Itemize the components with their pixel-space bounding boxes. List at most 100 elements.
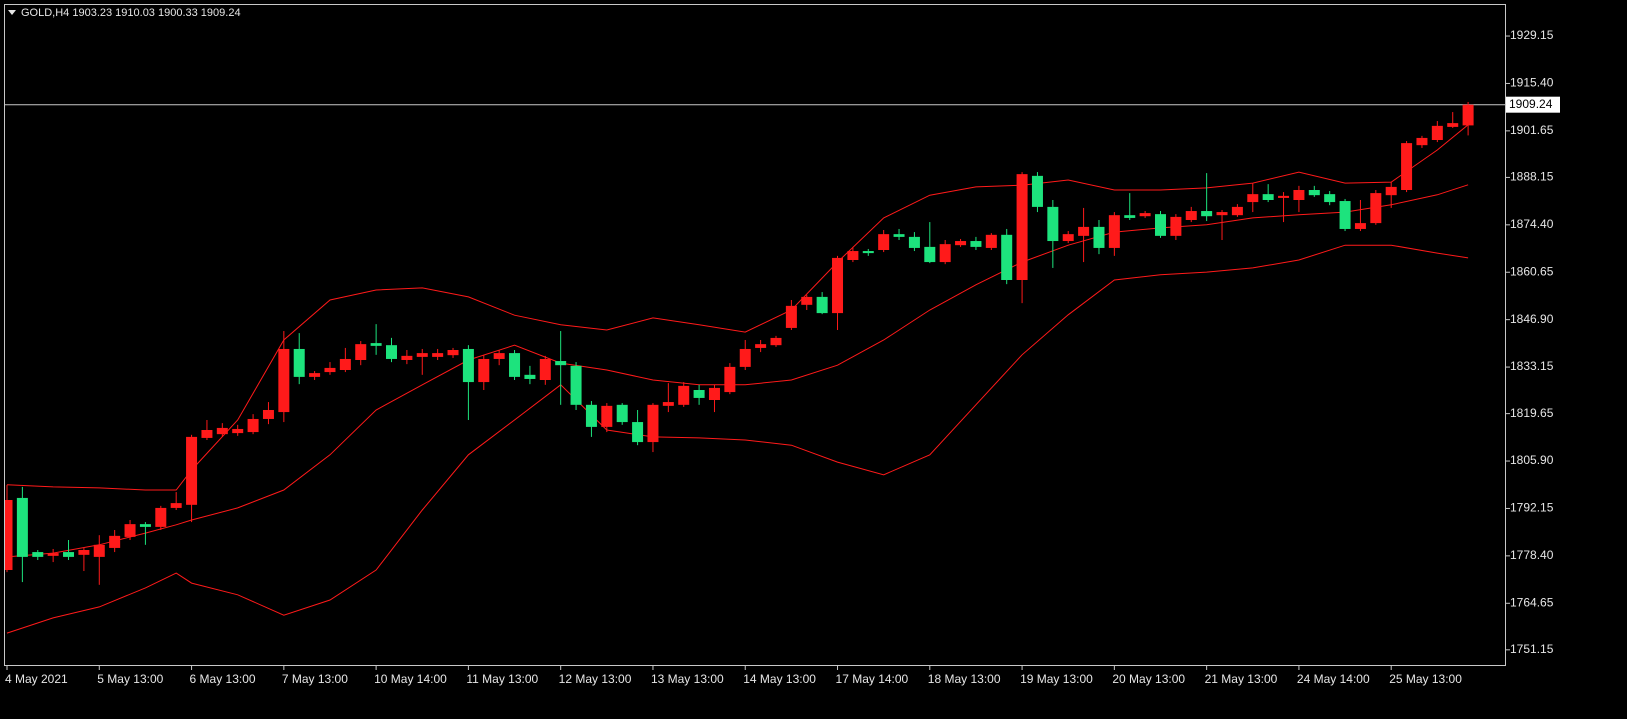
candle-body — [1293, 190, 1305, 200]
y-tick-label: 1874.40 — [1510, 217, 1554, 231]
candle-body — [1339, 201, 1351, 229]
candle-body — [985, 234, 997, 248]
x-tick-label: 12 May 13:00 — [559, 672, 632, 686]
chart-title: GOLD,H4 1903.23 1910.03 1900.33 1909.24 — [21, 7, 241, 19]
candle-body — [678, 385, 690, 405]
x-tick-label: 18 May 13:00 — [928, 672, 1001, 686]
candle-body — [693, 390, 705, 398]
candle-body — [724, 366, 736, 393]
candle-body — [832, 257, 844, 314]
y-tick-label: 1778.40 — [1510, 548, 1554, 562]
x-tick-label: 17 May 14:00 — [836, 672, 909, 686]
y-tick-label: 1901.65 — [1510, 123, 1554, 137]
y-tick-label: 1888.15 — [1510, 170, 1554, 184]
candle-body — [186, 436, 198, 505]
candle-body — [708, 387, 720, 400]
candle-body — [1462, 104, 1474, 126]
x-tick-label: 6 May 13:00 — [190, 672, 256, 686]
y-tick-label: 1846.90 — [1510, 312, 1554, 326]
candle-body — [955, 241, 967, 246]
candle-body — [462, 348, 474, 383]
x-tick-label: 19 May 13:00 — [1020, 672, 1093, 686]
candle-body — [293, 348, 305, 377]
candle-body — [924, 246, 936, 263]
candle-body — [616, 404, 628, 423]
y-tick-label: 1764.65 — [1510, 595, 1554, 609]
last-price-box — [1506, 96, 1560, 113]
y-tick-label: 1792.15 — [1510, 501, 1554, 515]
candle-body — [1016, 174, 1028, 280]
y-tick-label: 1833.15 — [1510, 359, 1554, 373]
candle-body — [647, 404, 659, 443]
candle-body — [1247, 194, 1259, 203]
candle-body — [555, 361, 567, 366]
x-tick-label: 7 May 13:00 — [282, 672, 348, 686]
candle-body — [1170, 216, 1182, 236]
candle-body — [939, 244, 951, 263]
x-tick-label: 13 May 13:00 — [651, 672, 724, 686]
candle-body — [32, 552, 44, 557]
candle-body — [1216, 212, 1228, 216]
candle-body — [278, 348, 290, 413]
x-tick-label: 20 May 13:00 — [1112, 672, 1185, 686]
candle-body — [1401, 143, 1413, 190]
candle-body — [401, 355, 413, 360]
candle-body — [755, 344, 767, 348]
candle-body — [1308, 190, 1320, 196]
candle-body — [124, 524, 136, 537]
candle-body — [816, 296, 828, 314]
candle-body — [1416, 137, 1428, 146]
candle-body — [1139, 213, 1151, 217]
band-line — [6, 124, 1469, 491]
candle-body — [1093, 226, 1105, 248]
x-tick-label: 14 May 13:00 — [743, 672, 816, 686]
y-tick-label: 1929.15 — [1510, 28, 1554, 42]
band-line — [6, 184, 1469, 558]
candle-body — [78, 550, 90, 555]
candle-body — [1370, 193, 1382, 224]
candle-body — [1201, 211, 1213, 217]
candle-body — [5, 500, 13, 570]
y-tick-label: 1805.90 — [1510, 453, 1554, 467]
candle-body — [770, 337, 782, 346]
plot-frame — [4, 4, 1506, 666]
candle-body — [1385, 186, 1397, 196]
candle-body — [232, 428, 244, 434]
candle-body — [216, 427, 228, 435]
candle-body — [262, 410, 274, 419]
candle-body — [524, 374, 536, 379]
candle-body — [601, 405, 613, 427]
candle-body — [1078, 226, 1090, 236]
candle-body — [570, 365, 582, 405]
candle-body — [1262, 194, 1274, 200]
candle-body — [662, 402, 674, 406]
candle-body — [478, 358, 490, 383]
candle-body — [1231, 206, 1243, 216]
candle-body — [878, 234, 890, 250]
plot-area — [5, 101, 1505, 634]
candle-body — [739, 348, 751, 367]
candle-body — [16, 497, 28, 557]
x-tick-label: 21 May 13:00 — [1205, 672, 1278, 686]
candle-body — [1047, 206, 1059, 242]
candle-body — [47, 553, 59, 556]
candle-body — [585, 404, 597, 427]
menu-arrow[interactable] — [8, 10, 16, 15]
candle-body — [170, 503, 182, 508]
candle-body — [155, 507, 167, 527]
candle-body — [1062, 234, 1074, 242]
candle-body — [893, 234, 905, 237]
x-tick-label: 11 May 13:00 — [466, 672, 538, 686]
candle-body — [447, 350, 459, 356]
y-tick-label: 1915.40 — [1510, 76, 1554, 90]
candle-body — [493, 353, 505, 359]
x-tick-label: 10 May 14:00 — [374, 672, 447, 686]
y-tick-label: 1819.65 — [1510, 406, 1554, 420]
candle-body — [847, 251, 859, 260]
candle-body — [355, 344, 367, 360]
candle-body — [1324, 194, 1336, 203]
candle-body — [309, 373, 321, 377]
x-tick-label: 25 May 13:00 — [1389, 672, 1462, 686]
candle-body — [1185, 211, 1197, 220]
candle-body — [247, 418, 259, 433]
